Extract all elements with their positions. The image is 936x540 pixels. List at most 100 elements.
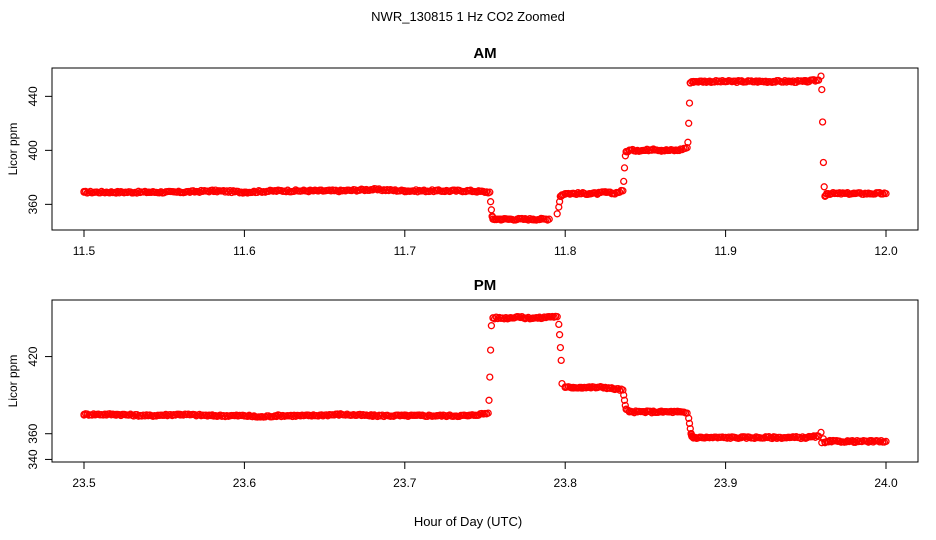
am-data-point [685, 119, 693, 127]
am-data-point [820, 183, 828, 191]
am-data-point [176, 188, 184, 196]
pm-data-point [529, 314, 537, 322]
pm-data-point [842, 438, 850, 446]
am-data-point [537, 215, 545, 223]
pm-data-point [537, 314, 545, 322]
pm-data-point [240, 412, 249, 420]
am-data-point [834, 189, 842, 198]
pm-data-point [754, 433, 762, 442]
pm-x-tick-label-3: 23.8 [554, 476, 578, 490]
pm-data-point [505, 314, 513, 322]
pm-data-point [436, 411, 444, 419]
am-data-point [823, 189, 831, 198]
am-data-point [112, 188, 120, 196]
pm-data-point [686, 424, 694, 433]
am-data-point [513, 215, 521, 223]
figure-title: NWR_130815 1 Hz CO2 Zoomed [371, 9, 565, 24]
pm-y-axis-label: Licor ppm [6, 355, 20, 408]
am-data-point [189, 187, 197, 195]
pm-data-point [802, 433, 810, 442]
pm-data-point [721, 433, 730, 442]
am-data-point [304, 187, 313, 195]
am-y-axis-label: Licor ppm [6, 123, 20, 176]
pm-data-point [609, 385, 617, 393]
am-data-point [465, 187, 473, 195]
pm-data-point [685, 419, 694, 428]
pm-data-point [786, 433, 794, 442]
am-y-tick-label-2: 440 [26, 86, 40, 106]
pm-data-point [561, 383, 569, 392]
am-data-point [721, 77, 730, 86]
am-x-tick-label-4: 11.9 [714, 244, 737, 258]
pm-data-point [620, 396, 629, 404]
pm-x-tick-label-4: 23.9 [714, 476, 738, 490]
pm-x-tick-label-1: 23.6 [233, 476, 257, 490]
pm-data-point [633, 408, 642, 416]
am-data-point [486, 198, 495, 206]
pm-data-point [882, 437, 890, 446]
am-data-point [819, 158, 828, 167]
pm-data-point [487, 322, 496, 330]
am-data-point [619, 187, 627, 195]
am-data-point [810, 76, 818, 84]
am-data-point [817, 72, 825, 80]
am-data-point [818, 85, 826, 94]
am-panel-title: AM [473, 45, 496, 62]
am-data-point [545, 215, 553, 223]
figure-x-axis-label: Hour of Day (UTC) [413, 514, 523, 529]
pm-data-point [826, 437, 834, 446]
am-data-point [601, 188, 609, 196]
am-data-point [497, 215, 505, 223]
am-data-point [673, 146, 682, 155]
am-data-point [802, 77, 810, 86]
am-data-point [561, 189, 569, 198]
pm-data-point [144, 412, 152, 420]
pm-data-point [369, 412, 377, 420]
am-plot-frame [51, 67, 919, 231]
pm-data-point [625, 408, 634, 416]
am-y-tick-label-1: 400 [26, 140, 40, 160]
am-data-point [572, 190, 581, 199]
pm-data-point [649, 408, 658, 416]
pm-data-point [616, 386, 624, 394]
pm-data-point [673, 408, 682, 416]
pm-data-point [821, 439, 829, 447]
am-data-point [609, 189, 617, 198]
am-data-point [657, 146, 666, 155]
am-data-point [620, 164, 629, 172]
am-data-point [553, 210, 561, 218]
pm-data-point [593, 383, 601, 392]
am-data-point [487, 206, 496, 214]
am-x-tick-label-1: 11.6 [233, 244, 256, 258]
am-data-point [620, 177, 628, 186]
pm-data-point [585, 383, 593, 392]
pm-data-point [817, 428, 825, 437]
pm-data-point [577, 383, 585, 392]
pm-data-point [80, 410, 88, 419]
am-data-point [689, 77, 698, 86]
am-data-point [208, 187, 216, 195]
pm-data-point [689, 433, 698, 442]
pm-data-point [688, 432, 696, 440]
am-x-tick-label-3: 11.8 [554, 244, 577, 258]
pm-y-tick-label-2: 420 [26, 346, 40, 366]
pm-data-point [569, 383, 577, 392]
pm-x-tick-label-0: 23.5 [72, 476, 96, 490]
pm-data-point [685, 414, 693, 422]
am-data-point [713, 77, 722, 86]
am-data-point [705, 77, 714, 86]
pm-data-point [641, 408, 650, 416]
am-data-point [529, 215, 537, 223]
pm-data-point [208, 412, 216, 420]
pm-y-tick-label-0: 340 [26, 449, 40, 469]
am-data-point [737, 77, 746, 86]
pm-data-point [513, 313, 521, 321]
am-data-point [585, 189, 593, 198]
pm-data-point [486, 373, 494, 381]
pm-data-point [497, 314, 505, 322]
am-data-point [754, 77, 762, 86]
pm-data-point [401, 412, 409, 420]
am-data-point [818, 118, 827, 126]
am-data-point [486, 188, 494, 196]
